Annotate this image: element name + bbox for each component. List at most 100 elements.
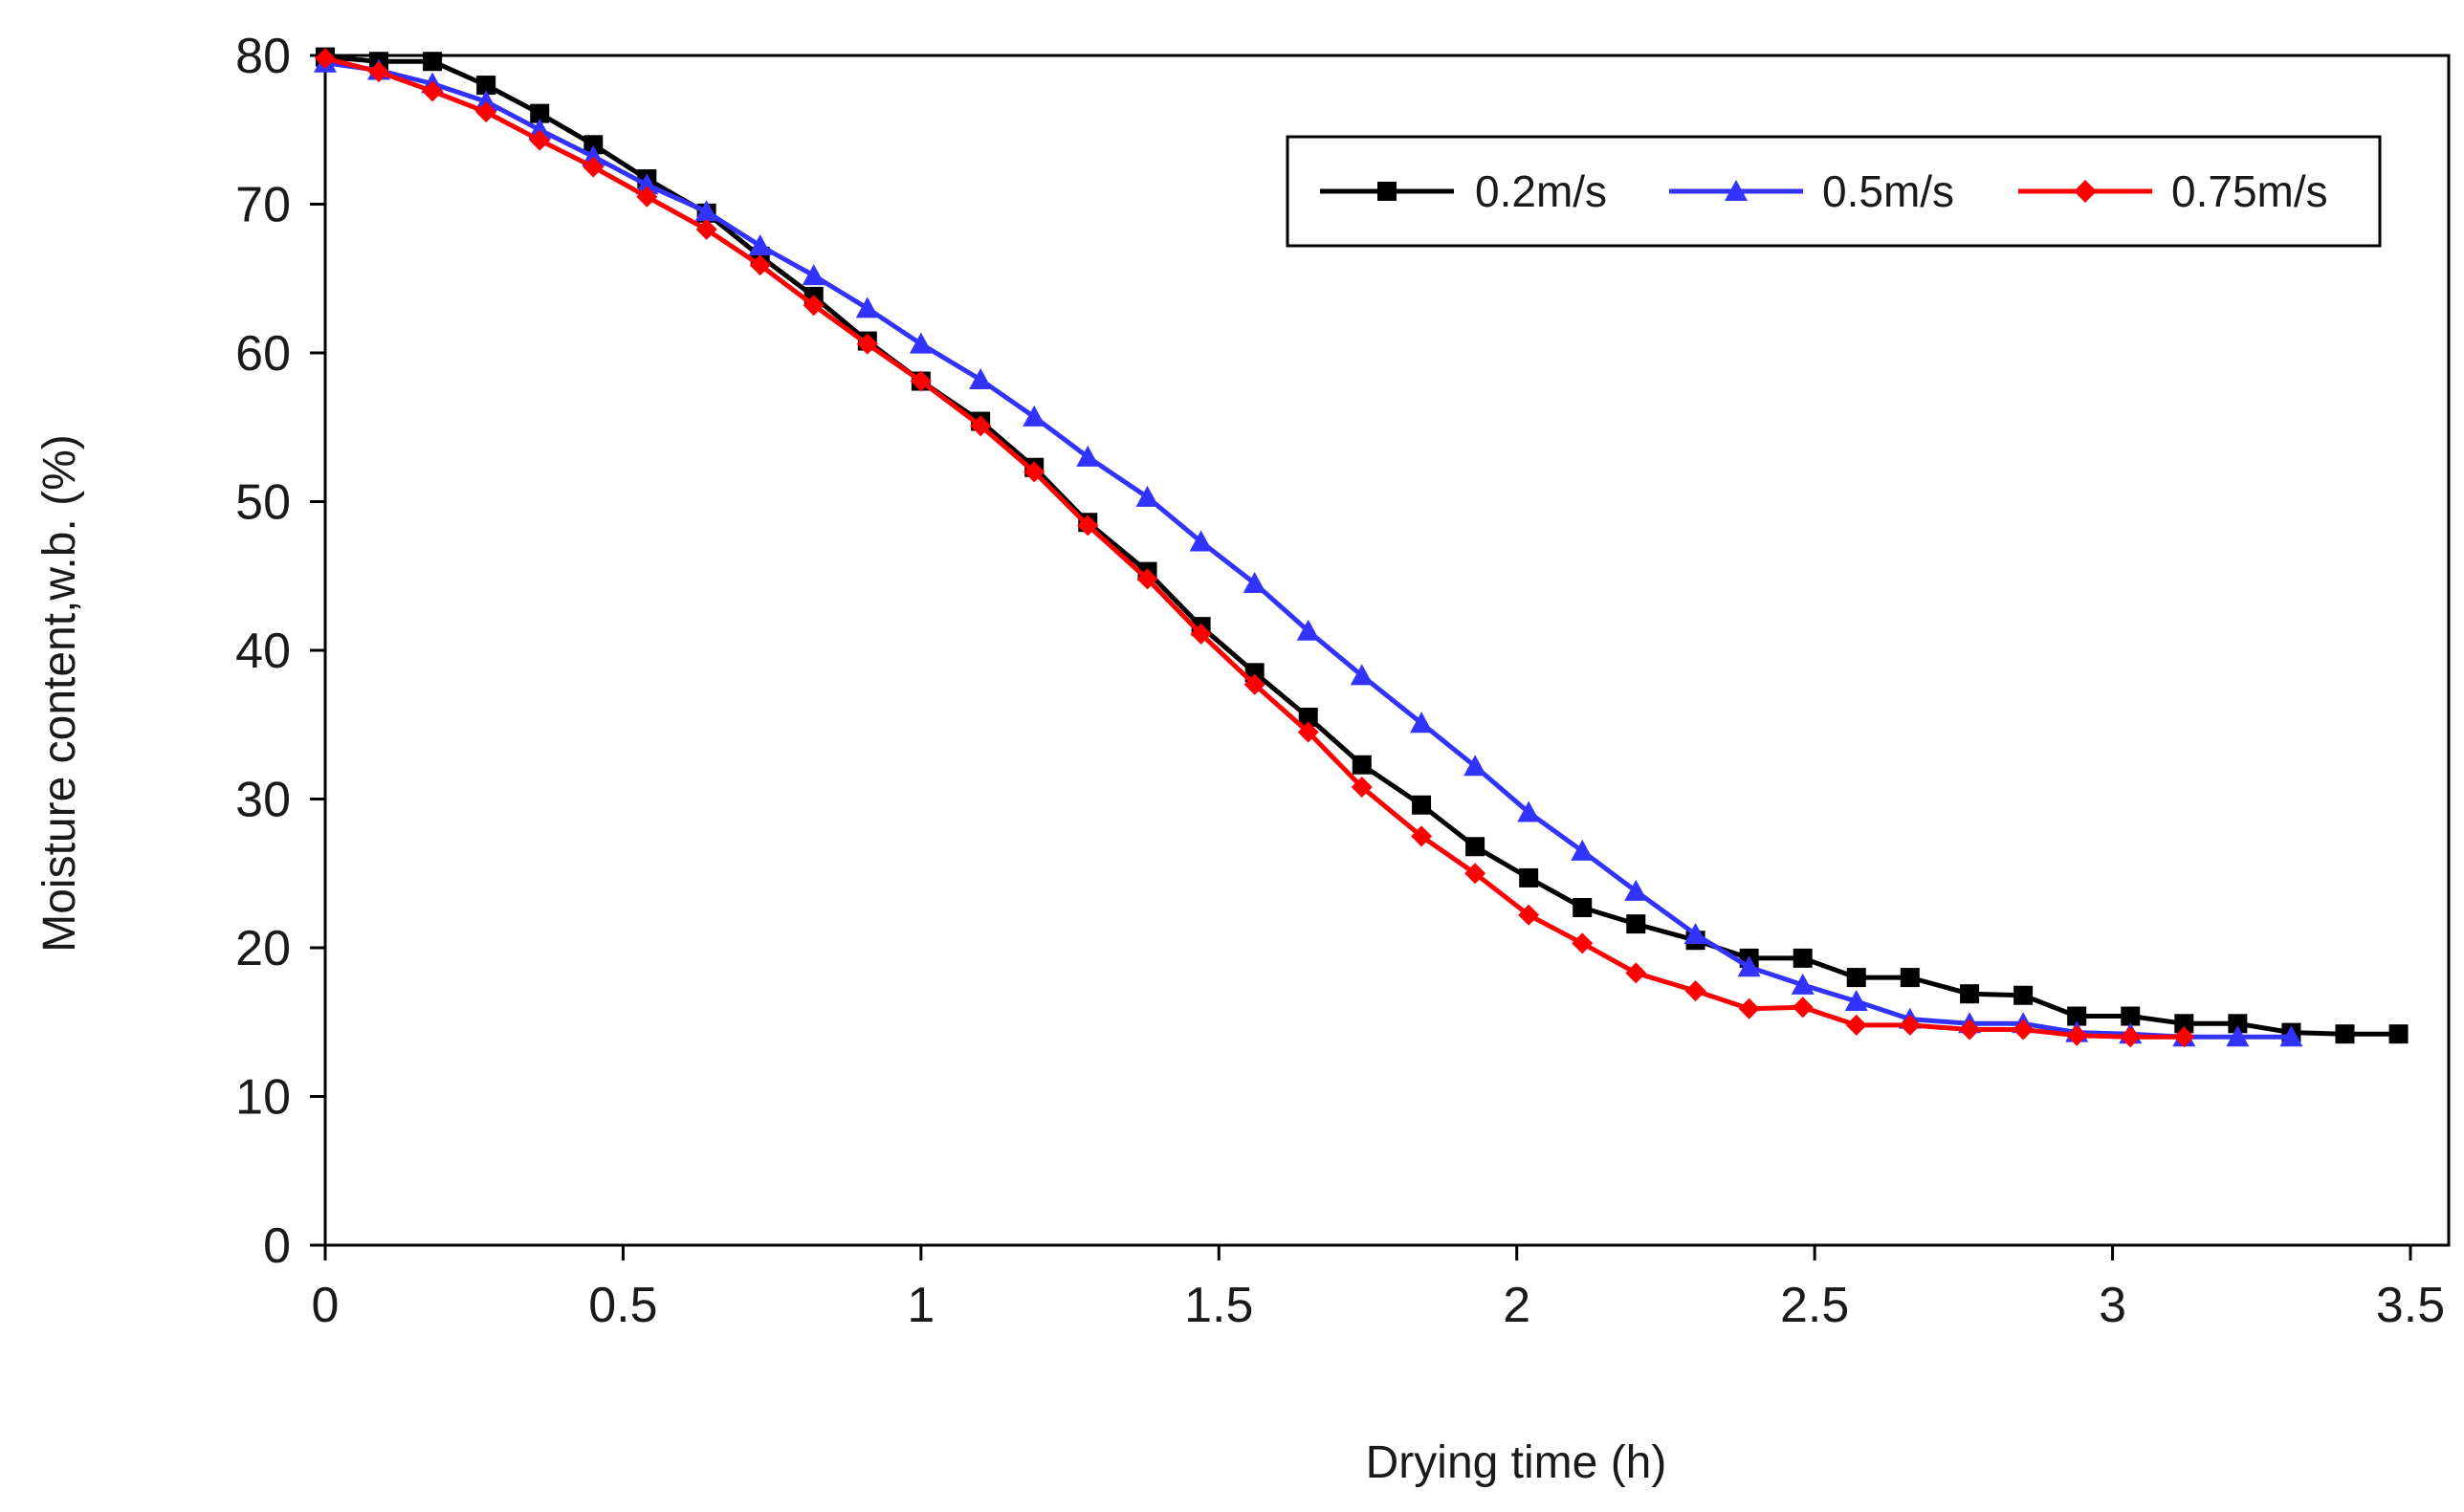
data-point-0-38 [2388, 1024, 2409, 1044]
x-tick-label-0: 0 [312, 1278, 340, 1333]
y-tick-label-8: 80 [235, 29, 291, 84]
data-point-2-13 [1023, 461, 1045, 483]
data-point-1-16 [1189, 530, 1213, 552]
data-point-2-10 [856, 333, 878, 355]
data-point-1-14 [1076, 445, 1100, 467]
data-point-1-23 [1571, 839, 1595, 861]
x-axis: 0 0.5 1 1.5 2 2.5 3 3.5 [312, 1245, 2445, 1333]
y-tick-label-3: 30 [235, 773, 291, 828]
plot-area [323, 54, 2451, 1247]
data-point-1-3 [474, 90, 498, 112]
data-point-0-21 [1465, 837, 1485, 857]
data-point-2-29 [1899, 1014, 1921, 1036]
data-point-0-19 [1352, 755, 1372, 775]
x-tick-label-2: 1 [907, 1278, 935, 1333]
data-point-1-8 [748, 234, 772, 256]
data-point-2-16 [1190, 623, 1212, 645]
data-point-1-27 [1791, 973, 1815, 995]
data-point-2-12 [970, 415, 992, 437]
data-point-2-15 [1136, 568, 1158, 590]
legend-box [1286, 135, 2382, 248]
data-point-1-26 [1737, 955, 1761, 977]
data-point-1-18 [1296, 619, 1320, 641]
data-point-1-28 [1844, 989, 1868, 1011]
data-point-0-30 [1960, 984, 1980, 1004]
data-point-1-25 [1683, 923, 1707, 945]
legend-label-1: 0.5m/s [1822, 166, 1954, 216]
data-point-0-2 [423, 52, 443, 72]
x-tick-label-1: 0.5 [588, 1278, 657, 1333]
data-point-2-1 [368, 61, 390, 83]
data-point-0-23 [1573, 898, 1593, 918]
data-point-2-0 [315, 48, 336, 70]
data-point-0-5 [583, 135, 604, 155]
data-point-2-17 [1243, 673, 1265, 695]
data-point-1-15 [1135, 485, 1159, 507]
y-tick-label-0: 0 [263, 1218, 291, 1274]
data-point-0-28 [1846, 968, 1866, 988]
x-tick-label-3: 1.5 [1184, 1278, 1253, 1333]
data-point-1-6 [635, 173, 659, 195]
data-point-2-2 [422, 80, 444, 102]
data-point-0-33 [2121, 1006, 2141, 1026]
data-point-2-7 [695, 218, 717, 240]
data-point-1-11 [909, 332, 933, 354]
y-tick-label-7: 70 [235, 178, 291, 233]
data-point-0-3 [476, 76, 496, 96]
data-point-2-22 [1518, 904, 1540, 926]
y-axis: 0 10 20 30 40 50 60 70 80 [235, 29, 325, 1274]
data-point-2-5 [583, 156, 605, 178]
data-point-2-31 [2013, 1019, 2035, 1041]
data-point-2-25 [1684, 980, 1706, 1002]
data-point-2-32 [2066, 1024, 2088, 1046]
x-axis-title: Drying time (h) [1366, 1437, 1667, 1488]
data-point-2-27 [1792, 997, 1814, 1019]
legend-marker-1 [1725, 180, 1748, 201]
x-tick-label-5: 2.5 [1780, 1278, 1849, 1333]
data-point-0-20 [1412, 795, 1432, 815]
data-point-1-13 [1023, 405, 1046, 427]
data-point-2-11 [910, 370, 932, 392]
data-point-0-29 [1900, 968, 1920, 988]
data-point-0-35 [2228, 1014, 2248, 1034]
data-point-0-31 [2013, 985, 2034, 1005]
data-point-2-30 [1959, 1019, 1981, 1041]
y-tick-label-1: 10 [235, 1070, 291, 1126]
legend-label-0: 0.2m/s [1475, 166, 1607, 216]
data-point-2-24 [1625, 962, 1647, 984]
data-point-2-9 [803, 295, 825, 317]
legend-label-2: 0.75m/s [2171, 166, 2328, 216]
y-tick-label-4: 40 [235, 624, 291, 679]
data-point-0-22 [1519, 867, 1539, 887]
data-point-1-7 [694, 200, 718, 222]
data-point-2-21 [1464, 863, 1486, 885]
data-point-0-4 [530, 103, 550, 123]
data-point-1-12 [969, 367, 993, 389]
data-point-1-36 [2279, 1025, 2303, 1047]
data-point-2-20 [1411, 825, 1433, 847]
legend-marker-2 [2074, 180, 2097, 203]
data-point-2-34 [2173, 1026, 2195, 1048]
data-point-2-6 [636, 186, 658, 208]
data-point-1-19 [1350, 664, 1374, 686]
data-point-0-18 [1298, 707, 1318, 727]
series-2 [315, 48, 2195, 1048]
legend: 0.2m/s 0.5m/s 0.75m/s [1286, 135, 2382, 248]
data-point-2-19 [1351, 777, 1373, 799]
data-point-0-32 [2067, 1006, 2087, 1026]
data-point-0-24 [1626, 914, 1646, 934]
data-point-2-33 [2120, 1026, 2142, 1048]
data-point-2-8 [749, 254, 771, 276]
data-point-0-34 [2174, 1014, 2194, 1034]
data-point-2-18 [1297, 721, 1319, 743]
data-point-1-9 [802, 264, 825, 286]
y-tick-label-6: 60 [235, 326, 291, 382]
data-point-1-21 [1463, 755, 1487, 777]
data-point-1-35 [2226, 1025, 2250, 1047]
series-layer [314, 47, 2409, 1048]
data-point-0-37 [2335, 1024, 2355, 1044]
data-point-1-4 [528, 118, 552, 140]
data-point-1-24 [1624, 879, 1648, 901]
y-tick-label-5: 50 [235, 475, 291, 531]
